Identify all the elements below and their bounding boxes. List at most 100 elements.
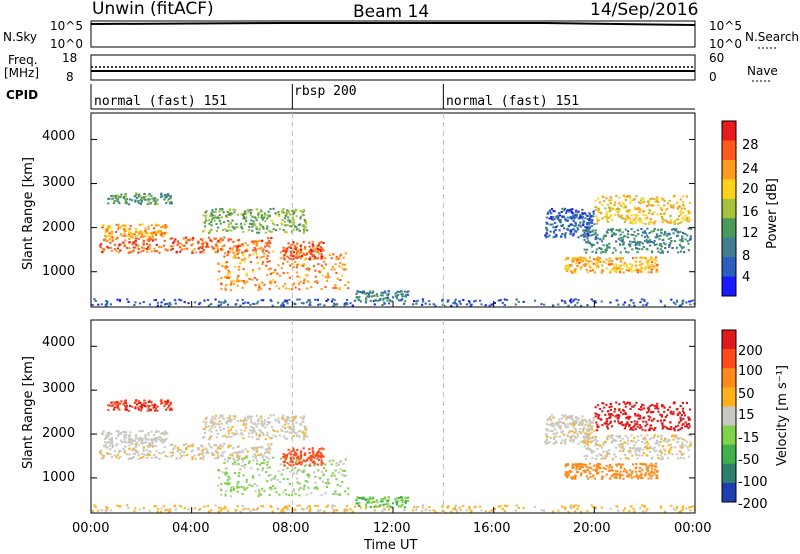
power-cell: [607, 216, 610, 219]
power-cell: [153, 197, 156, 199]
power-cell: [610, 206, 613, 209]
power-cell: [627, 211, 630, 214]
velocity-cell: [503, 504, 506, 507]
velocity-cell: [635, 401, 638, 404]
velocity-cell: [652, 464, 655, 467]
power-cell: [305, 257, 308, 260]
power-cell: [154, 250, 157, 253]
power-cell: [682, 216, 685, 219]
power-cell: [591, 219, 594, 222]
velocity-cell: [298, 504, 301, 507]
power-cell: [250, 223, 253, 225]
power-cell: [630, 299, 633, 302]
power-cell: [446, 299, 449, 302]
velocity-cell: [450, 510, 453, 513]
velocity-cell: [660, 422, 663, 425]
velocity-cell: [661, 458, 664, 460]
power-cell: [663, 213, 666, 216]
power-ytick-1000: 1000: [42, 264, 76, 279]
velocity-cell: [303, 436, 306, 439]
power-cell: [280, 267, 283, 270]
power-cell: [326, 272, 329, 275]
velocity-cell: [615, 469, 618, 472]
velocity-cell: [608, 406, 611, 409]
velocity-cell: [632, 463, 635, 466]
power-cell: [259, 257, 262, 260]
power-cell: [218, 270, 221, 273]
velocity-cell: [268, 494, 271, 496]
power-cell: [147, 194, 150, 197]
power-cell: [553, 235, 556, 238]
power-cell: [647, 271, 650, 274]
velocity-cell: [571, 463, 574, 466]
power-cell: [612, 263, 615, 266]
velocity-cell: [294, 431, 297, 434]
velocity-cell: [230, 435, 233, 438]
velocity-cell: [636, 420, 639, 423]
power-cell: [667, 237, 670, 240]
power-cell: [589, 234, 592, 237]
power-cell: [668, 233, 671, 236]
power-cell: [213, 219, 216, 222]
power-cell: [650, 230, 653, 233]
velocity-cell: [687, 418, 690, 421]
power-cell: [217, 304, 220, 307]
power-cell: [375, 293, 378, 296]
power-cell: [317, 263, 320, 266]
velocity-cell: [309, 462, 312, 465]
power-cell: [688, 218, 691, 221]
velocity-cell: [231, 453, 234, 456]
velocity-cell: [592, 435, 595, 438]
power-cell: [689, 228, 692, 230]
power-cell: [228, 250, 232, 253]
velocity-cell: [257, 418, 260, 421]
velocity-cell: [648, 450, 652, 453]
power-cell: [683, 207, 687, 210]
velocity-cell: [580, 472, 583, 475]
power-cell: [139, 235, 143, 238]
power-cell: [288, 246, 291, 248]
power-cell: [106, 302, 109, 305]
power-cell: [250, 219, 253, 222]
velocity-cell: [609, 402, 613, 405]
velocity-cell: [674, 435, 677, 438]
power-cell: [583, 263, 586, 266]
power-cell: [148, 198, 151, 201]
velocity-cell: [635, 448, 638, 451]
power-cell: [559, 220, 562, 223]
power-cell: [127, 300, 130, 303]
power-cell: [302, 231, 305, 234]
velocity-cell: [320, 470, 323, 473]
velocity-cell: [282, 491, 285, 494]
velocity-cell: [552, 425, 555, 428]
power-cell: [289, 251, 293, 254]
power-cell: [597, 259, 600, 262]
velocity-cell: [292, 435, 295, 437]
power-cell: [119, 249, 122, 252]
power-cell: [203, 221, 207, 224]
power-cell: [558, 229, 561, 232]
power-colorbar-segment: [722, 237, 736, 258]
power-cell: [611, 260, 614, 262]
power-cb-tick-12: 12: [742, 226, 759, 241]
power-cell: [111, 238, 114, 241]
power-cb-tick-28: 28: [742, 138, 759, 153]
power-cell: [579, 256, 582, 259]
power-cell: [388, 299, 391, 302]
power-cell: [278, 287, 281, 290]
power-cell: [267, 237, 270, 240]
velocity-cell: [602, 467, 605, 469]
velocity-cell: [284, 458, 287, 461]
velocity-cell: [597, 404, 600, 407]
power-cell: [131, 236, 134, 239]
velocity-cell: [116, 401, 119, 403]
power-cell: [166, 302, 169, 305]
power-cell: [191, 243, 194, 246]
velocity-cell: [670, 412, 674, 415]
velocity-cell: [119, 432, 123, 435]
power-cell: [586, 215, 589, 217]
power-cell: [261, 261, 265, 264]
velocity-cell: [268, 466, 271, 469]
velocity-cell: [267, 443, 270, 446]
velocity-cell: [569, 439, 572, 442]
